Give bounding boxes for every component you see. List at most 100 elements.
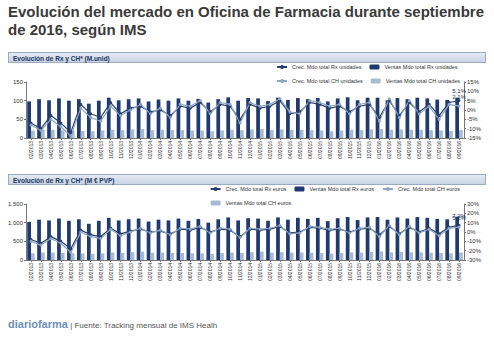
svg-text:03/2013: 03/2013 bbox=[38, 141, 44, 159]
svg-text:06/2013: 06/2013 bbox=[68, 263, 74, 281]
svg-text:07/2015: 07/2015 bbox=[317, 141, 323, 159]
svg-text:1.500: 1.500 bbox=[8, 201, 24, 207]
svg-text:08/2015: 08/2015 bbox=[327, 263, 333, 281]
svg-text:15%: 15% bbox=[467, 79, 480, 85]
svg-text:Crec. Mdo total Rx euros: Crec. Mdo total Rx euros bbox=[226, 186, 287, 192]
svg-text:03/2015: 03/2015 bbox=[277, 263, 283, 281]
svg-text:02/2015: 02/2015 bbox=[267, 263, 273, 281]
svg-text:08/2014: 08/2014 bbox=[207, 141, 213, 159]
svg-text:01/2016: 01/2016 bbox=[376, 141, 382, 159]
svg-text:02/2014: 02/2014 bbox=[147, 141, 153, 159]
svg-text:02/2016: 02/2016 bbox=[386, 263, 392, 281]
svg-text:01/2015: 01/2015 bbox=[257, 141, 263, 159]
svg-text:0%: 0% bbox=[467, 229, 476, 235]
svg-text:05/2016: 05/2016 bbox=[416, 141, 422, 159]
svg-text:04/2016: 04/2016 bbox=[406, 141, 412, 159]
svg-text:12/2013: 12/2013 bbox=[128, 141, 134, 159]
svg-text:10/2014: 10/2014 bbox=[227, 141, 233, 159]
svg-text:11/2015: 11/2015 bbox=[356, 141, 362, 159]
svg-text:09/2015: 09/2015 bbox=[337, 141, 343, 159]
svg-text:1.000: 1.000 bbox=[8, 220, 24, 226]
svg-text:04/2013: 04/2013 bbox=[48, 263, 54, 281]
svg-text:07/2014: 07/2014 bbox=[197, 263, 203, 281]
svg-text:05/2015: 05/2015 bbox=[297, 263, 303, 281]
svg-text:07/2014: 07/2014 bbox=[197, 141, 203, 159]
svg-text:2,1%: 2,1% bbox=[452, 94, 466, 100]
svg-text:09/2013: 09/2013 bbox=[98, 263, 104, 281]
svg-text:30%: 30% bbox=[467, 201, 480, 207]
svg-text:11/2013: 11/2013 bbox=[118, 263, 124, 281]
svg-text:01/2014: 01/2014 bbox=[137, 263, 143, 281]
svg-text:10/2013: 10/2013 bbox=[108, 141, 114, 159]
svg-text:-10%: -10% bbox=[467, 238, 482, 244]
svg-text:07/2013: 07/2013 bbox=[78, 141, 84, 159]
svg-text:11/2015: 11/2015 bbox=[356, 263, 362, 281]
svg-text:09/2014: 09/2014 bbox=[217, 263, 223, 281]
svg-text:03/2014: 03/2014 bbox=[157, 141, 163, 159]
svg-text:10%: 10% bbox=[467, 220, 480, 226]
svg-text:10/2014: 10/2014 bbox=[227, 263, 233, 281]
svg-text:Ventas Mdo total Rx euros: Ventas Mdo total Rx euros bbox=[309, 186, 374, 192]
svg-text:08/2016: 08/2016 bbox=[446, 263, 452, 281]
svg-text:03/2016: 03/2016 bbox=[396, 141, 402, 159]
svg-text:08/2015: 08/2015 bbox=[327, 141, 333, 159]
svg-text:06/2015: 06/2015 bbox=[307, 263, 313, 281]
svg-text:10/2013: 10/2013 bbox=[108, 263, 114, 281]
svg-text:04/2014: 04/2014 bbox=[167, 141, 173, 159]
svg-text:04/2014: 04/2014 bbox=[167, 263, 173, 281]
svg-text:02/2013: 02/2013 bbox=[28, 141, 34, 159]
svg-text:09/2016: 09/2016 bbox=[456, 141, 462, 159]
svg-text:06/2016: 06/2016 bbox=[426, 263, 432, 281]
svg-text:500: 500 bbox=[13, 238, 24, 244]
svg-text:09/2013: 09/2013 bbox=[98, 141, 104, 159]
svg-text:05/2013: 05/2013 bbox=[58, 141, 64, 159]
svg-text:Crec. Mdo total CH euros: Crec. Mdo total CH euros bbox=[398, 186, 460, 192]
svg-text:08/2013: 08/2013 bbox=[88, 141, 94, 159]
svg-text:09/2015: 09/2015 bbox=[337, 263, 343, 281]
svg-text:Crec. Mdo total CH unidades: Crec. Mdo total CH unidades bbox=[292, 78, 363, 84]
svg-text:01/2015: 01/2015 bbox=[257, 263, 263, 281]
svg-text:0%: 0% bbox=[467, 107, 476, 113]
svg-text:Ventas Mdo total CH euros: Ventas Mdo total CH euros bbox=[226, 200, 292, 206]
svg-text:11/2013: 11/2013 bbox=[118, 141, 124, 159]
svg-text:03/2014: 03/2014 bbox=[157, 263, 163, 281]
svg-text:100: 100 bbox=[13, 98, 24, 104]
svg-text:06/2013: 06/2013 bbox=[68, 141, 74, 159]
svg-text:10/2015: 10/2015 bbox=[347, 263, 353, 281]
svg-text:Ventas Mdo total CH unidades: Ventas Mdo total CH unidades bbox=[386, 78, 461, 84]
svg-text:5%: 5% bbox=[467, 98, 476, 104]
svg-text:11/2014: 11/2014 bbox=[237, 141, 243, 159]
svg-text:12/2013: 12/2013 bbox=[128, 263, 134, 281]
svg-text:08/2014: 08/2014 bbox=[207, 263, 213, 281]
svg-text:02/2013: 02/2013 bbox=[28, 263, 34, 281]
svg-text:04/2015: 04/2015 bbox=[287, 141, 293, 159]
svg-text:-15%: -15% bbox=[467, 135, 482, 141]
svg-text:05/2014: 05/2014 bbox=[177, 263, 183, 281]
svg-text:03/2013: 03/2013 bbox=[38, 263, 44, 281]
svg-text:Ventas Mdo total Rx unidades: Ventas Mdo total Rx unidades bbox=[384, 64, 457, 70]
svg-text:07/2016: 07/2016 bbox=[436, 141, 442, 159]
svg-text:0: 0 bbox=[20, 135, 24, 141]
svg-text:0: 0 bbox=[20, 257, 24, 263]
svg-text:06/2014: 06/2014 bbox=[187, 141, 193, 159]
svg-text:06/2015: 06/2015 bbox=[307, 141, 313, 159]
svg-text:12/2014: 12/2014 bbox=[247, 263, 253, 281]
svg-text:04/2016: 04/2016 bbox=[406, 263, 412, 281]
svg-text:-10%: -10% bbox=[467, 126, 482, 132]
svg-text:150: 150 bbox=[13, 79, 24, 85]
svg-text:03/2015: 03/2015 bbox=[277, 141, 283, 159]
svg-text:02/2016: 02/2016 bbox=[386, 141, 392, 159]
svg-text:05/2016: 05/2016 bbox=[416, 263, 422, 281]
svg-text:-30%: -30% bbox=[467, 257, 482, 263]
svg-text:09/2014: 09/2014 bbox=[217, 141, 223, 159]
svg-text:20%: 20% bbox=[467, 210, 480, 216]
svg-text:50: 50 bbox=[16, 116, 23, 122]
svg-text:10%: 10% bbox=[467, 88, 480, 94]
svg-text:5,2%: 5,2% bbox=[452, 215, 466, 221]
svg-text:02/2014: 02/2014 bbox=[147, 263, 153, 281]
svg-text:07/2016: 07/2016 bbox=[436, 263, 442, 281]
svg-text:12/2015: 12/2015 bbox=[366, 263, 372, 281]
svg-text:07/2013: 07/2013 bbox=[78, 263, 84, 281]
svg-text:09/2016: 09/2016 bbox=[456, 263, 462, 281]
svg-text:01/2016: 01/2016 bbox=[376, 263, 382, 281]
